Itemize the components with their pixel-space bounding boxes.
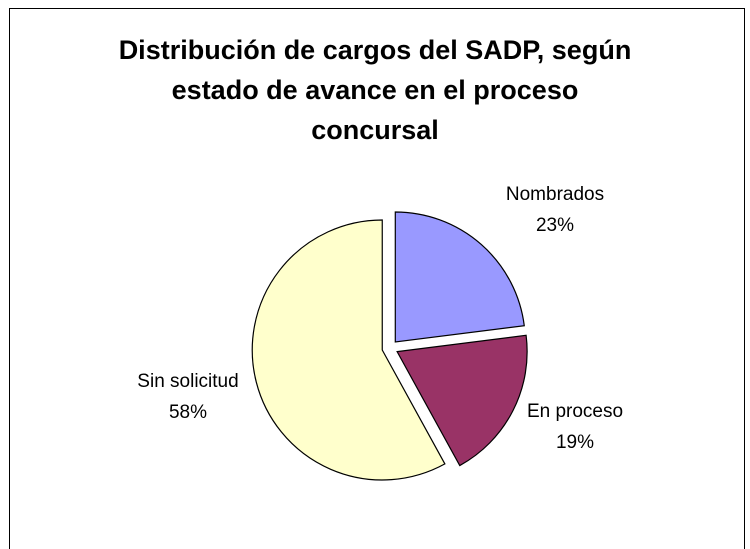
- pie-slice: [251, 219, 446, 481]
- chart-title: Distribución de cargos del SADP, según e…: [118, 35, 632, 145]
- slice-value-label: 58%: [169, 402, 207, 423]
- slice-value-label: 19%: [556, 432, 594, 453]
- slice-value-label: 23%: [536, 215, 574, 236]
- slice-label: En proceso: [527, 401, 623, 422]
- slice-label: Nombrados: [506, 184, 604, 205]
- pie-slice: [394, 211, 525, 343]
- slice-label: Sin solicitud: [137, 371, 238, 392]
- pie-slice: [396, 334, 528, 467]
